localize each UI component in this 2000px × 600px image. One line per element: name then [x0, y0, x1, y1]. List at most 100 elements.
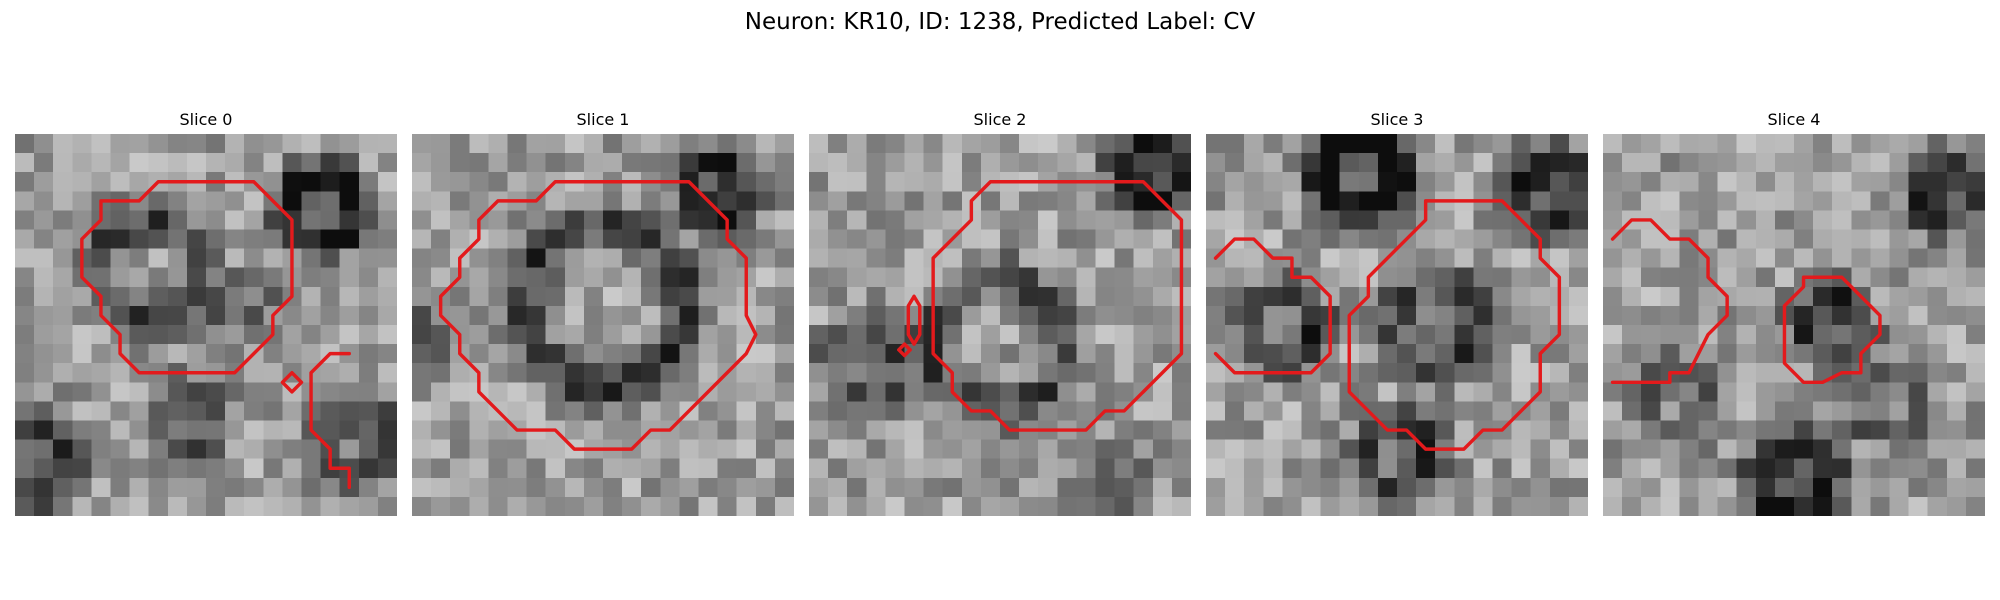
- image-pixel: [1832, 134, 1852, 154]
- image-pixel: [15, 286, 35, 307]
- image-pixel: [15, 229, 35, 249]
- image-pixel: [564, 401, 585, 421]
- image-pixel: [1568, 344, 1588, 364]
- image-pixel: [1435, 382, 1455, 402]
- image-pixel: [774, 477, 794, 498]
- image-pixel: [431, 172, 451, 192]
- image-pixel: [980, 286, 1001, 307]
- image-pixel: [1057, 344, 1077, 364]
- image-pixel: [679, 382, 699, 402]
- image-pixel: [167, 439, 188, 460]
- image-pixel: [34, 229, 54, 249]
- image-pixel: [1416, 325, 1436, 345]
- image-pixel: [1206, 286, 1226, 307]
- image-pixel: [980, 382, 1001, 402]
- image-pixel: [225, 458, 245, 479]
- image-pixel: [1660, 248, 1680, 269]
- image-pixel: [450, 191, 470, 211]
- image-pixel: [1965, 325, 1985, 345]
- image-pixel: [1679, 477, 1699, 498]
- image-pixel: [282, 172, 302, 192]
- image-pixel: [1133, 229, 1154, 249]
- image-pixel: [148, 153, 169, 173]
- image-pixel: [15, 477, 35, 498]
- image-pixel: [206, 344, 226, 364]
- image-pixel: [1908, 420, 1929, 440]
- image-pixel: [1794, 286, 1814, 307]
- image-pixel: [1076, 363, 1096, 383]
- image-pixel: [1622, 267, 1642, 288]
- image-pixel: [1870, 477, 1890, 498]
- image-pixel: [736, 229, 757, 249]
- image-pixel: [1473, 363, 1493, 383]
- image-pixel: [526, 325, 547, 345]
- image-pixel: [148, 248, 169, 269]
- image-pixel: [583, 210, 604, 230]
- image-pixel: [1454, 496, 1474, 516]
- image-pixel: [1377, 172, 1398, 192]
- image-pixel: [980, 267, 1001, 288]
- image-pixel: [15, 344, 35, 364]
- image-pixel: [34, 401, 54, 421]
- image-pixel: [1377, 382, 1398, 402]
- image-pixel: [1492, 344, 1512, 364]
- image-pixel: [1530, 496, 1551, 516]
- image-pixel: [717, 401, 738, 421]
- image-pixel: [603, 153, 623, 173]
- image-pixel: [244, 229, 264, 249]
- image-pixel: [1530, 210, 1551, 230]
- image-pixel: [679, 229, 699, 249]
- image-pixel: [1946, 210, 1967, 230]
- image-pixel: [1133, 153, 1154, 173]
- image-pixel: [1282, 458, 1302, 479]
- image-pixel: [1794, 439, 1814, 460]
- image-pixel: [1454, 305, 1474, 326]
- image-pixel: [755, 496, 776, 516]
- image-pixel: [377, 420, 397, 440]
- image-pixel: [1736, 286, 1757, 307]
- image-pixel: [1736, 420, 1757, 440]
- image-pixel: [1206, 458, 1226, 479]
- image-pixel: [961, 496, 982, 516]
- image-pixel: [431, 191, 451, 211]
- image-pixel: [885, 153, 905, 173]
- image-pixel: [885, 363, 905, 383]
- image-pixel: [1927, 477, 1948, 498]
- image-pixel: [961, 153, 982, 173]
- image-pixel: [1095, 248, 1115, 269]
- image-pixel: [1927, 439, 1948, 460]
- image-pixel: [622, 248, 642, 269]
- image-pixel: [717, 382, 738, 402]
- image-pixel: [1377, 363, 1398, 383]
- image-pixel: [1813, 401, 1833, 421]
- image-pixel: [1133, 210, 1154, 230]
- image-pixel: [1206, 172, 1226, 192]
- image-pixel: [206, 382, 226, 402]
- image-pixel: [488, 458, 508, 479]
- image-pixel: [15, 458, 35, 479]
- image-pixel: [1736, 382, 1757, 402]
- image-pixel: [320, 191, 341, 211]
- image-pixel: [1851, 382, 1871, 402]
- image-pixel: [755, 401, 776, 421]
- image-pixel: [545, 325, 566, 345]
- image-pixel: [34, 477, 54, 498]
- image-pixel: [358, 363, 379, 383]
- image-pixel: [1908, 363, 1929, 383]
- image-pixel: [1736, 363, 1757, 383]
- image-pixel: [698, 267, 718, 288]
- image-pixel: [244, 382, 264, 402]
- image-pixel: [148, 229, 169, 249]
- image-pixel: [1660, 267, 1680, 288]
- image-pixel: [1832, 248, 1852, 269]
- segmentation-contour-1: [1782, 275, 1882, 385]
- image-pixel: [755, 305, 776, 326]
- image-pixel: [1870, 420, 1890, 440]
- image-pixel: [301, 210, 321, 230]
- image-pixel: [1019, 344, 1039, 364]
- image-pixel: [1660, 401, 1680, 421]
- image-pixel: [1889, 439, 1909, 460]
- image-pixel: [91, 248, 111, 269]
- image-pixel: [339, 210, 360, 230]
- image-pixel: [847, 172, 867, 192]
